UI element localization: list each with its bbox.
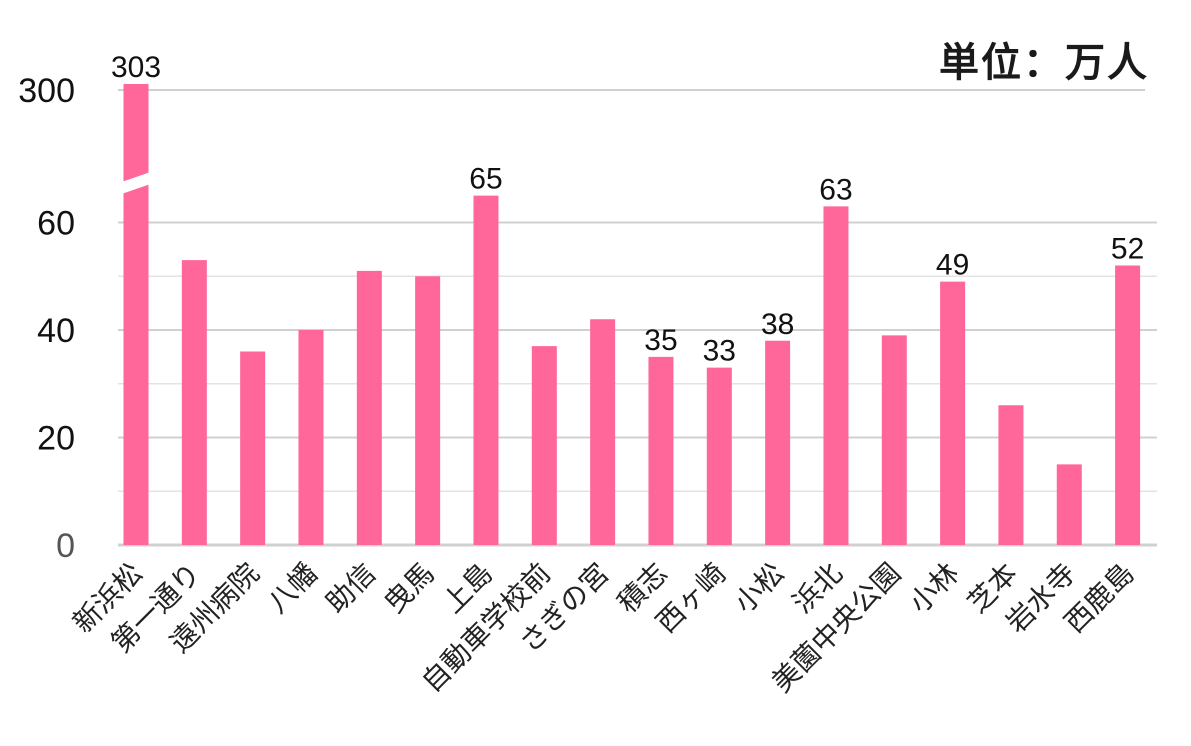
bar	[823, 206, 849, 545]
x-tick-label: 曳馬	[378, 557, 441, 620]
bar	[415, 276, 441, 545]
bar	[881, 335, 907, 545]
y-tick-label: 40	[37, 312, 75, 350]
y-tick-label: 60	[37, 205, 75, 243]
x-axis-labels: 新浜松第一通り遠州病院八幡助信曳馬上島自動車学校前さぎの宮積志西ヶ崎小松浜北美薗…	[66, 557, 1140, 699]
axis-break-mark	[121, 172, 151, 194]
y-tick-label: 0	[56, 527, 75, 565]
x-tick-label: 助信	[319, 557, 382, 620]
y-axis-ticks: 0 20 40 60 300	[18, 72, 75, 565]
x-tick-label: 八幡	[261, 557, 324, 620]
bar	[998, 405, 1024, 545]
y-tick-label: 300	[18, 72, 75, 110]
bar	[473, 195, 499, 545]
data-labels: 303 65 35 33 38 63 49 52	[111, 51, 1144, 368]
bar	[765, 340, 791, 545]
data-label: 33	[703, 335, 736, 368]
bar	[940, 281, 966, 545]
bar	[590, 319, 616, 545]
y-tick-label: 20	[37, 420, 75, 458]
x-tick-label: 小松	[728, 557, 791, 620]
unit-label: 単位：万人	[939, 40, 1149, 86]
data-label: 52	[1111, 233, 1144, 266]
bar	[356, 270, 382, 545]
bar	[1115, 265, 1141, 545]
data-label: 65	[469, 163, 502, 196]
data-label: 49	[936, 249, 969, 282]
data-label: 38	[761, 308, 794, 341]
bar	[298, 330, 324, 545]
data-label: 35	[644, 324, 677, 357]
bar	[706, 367, 732, 545]
bar	[123, 84, 149, 545]
bar	[240, 351, 266, 545]
data-label: 303	[111, 51, 161, 84]
bar	[181, 260, 207, 545]
x-tick-label: 小林	[903, 557, 966, 620]
bar	[1056, 464, 1082, 545]
bars	[121, 84, 1141, 545]
bar	[648, 356, 674, 545]
gridlines	[118, 89, 1157, 547]
data-label: 63	[819, 173, 852, 206]
bar	[531, 346, 557, 545]
